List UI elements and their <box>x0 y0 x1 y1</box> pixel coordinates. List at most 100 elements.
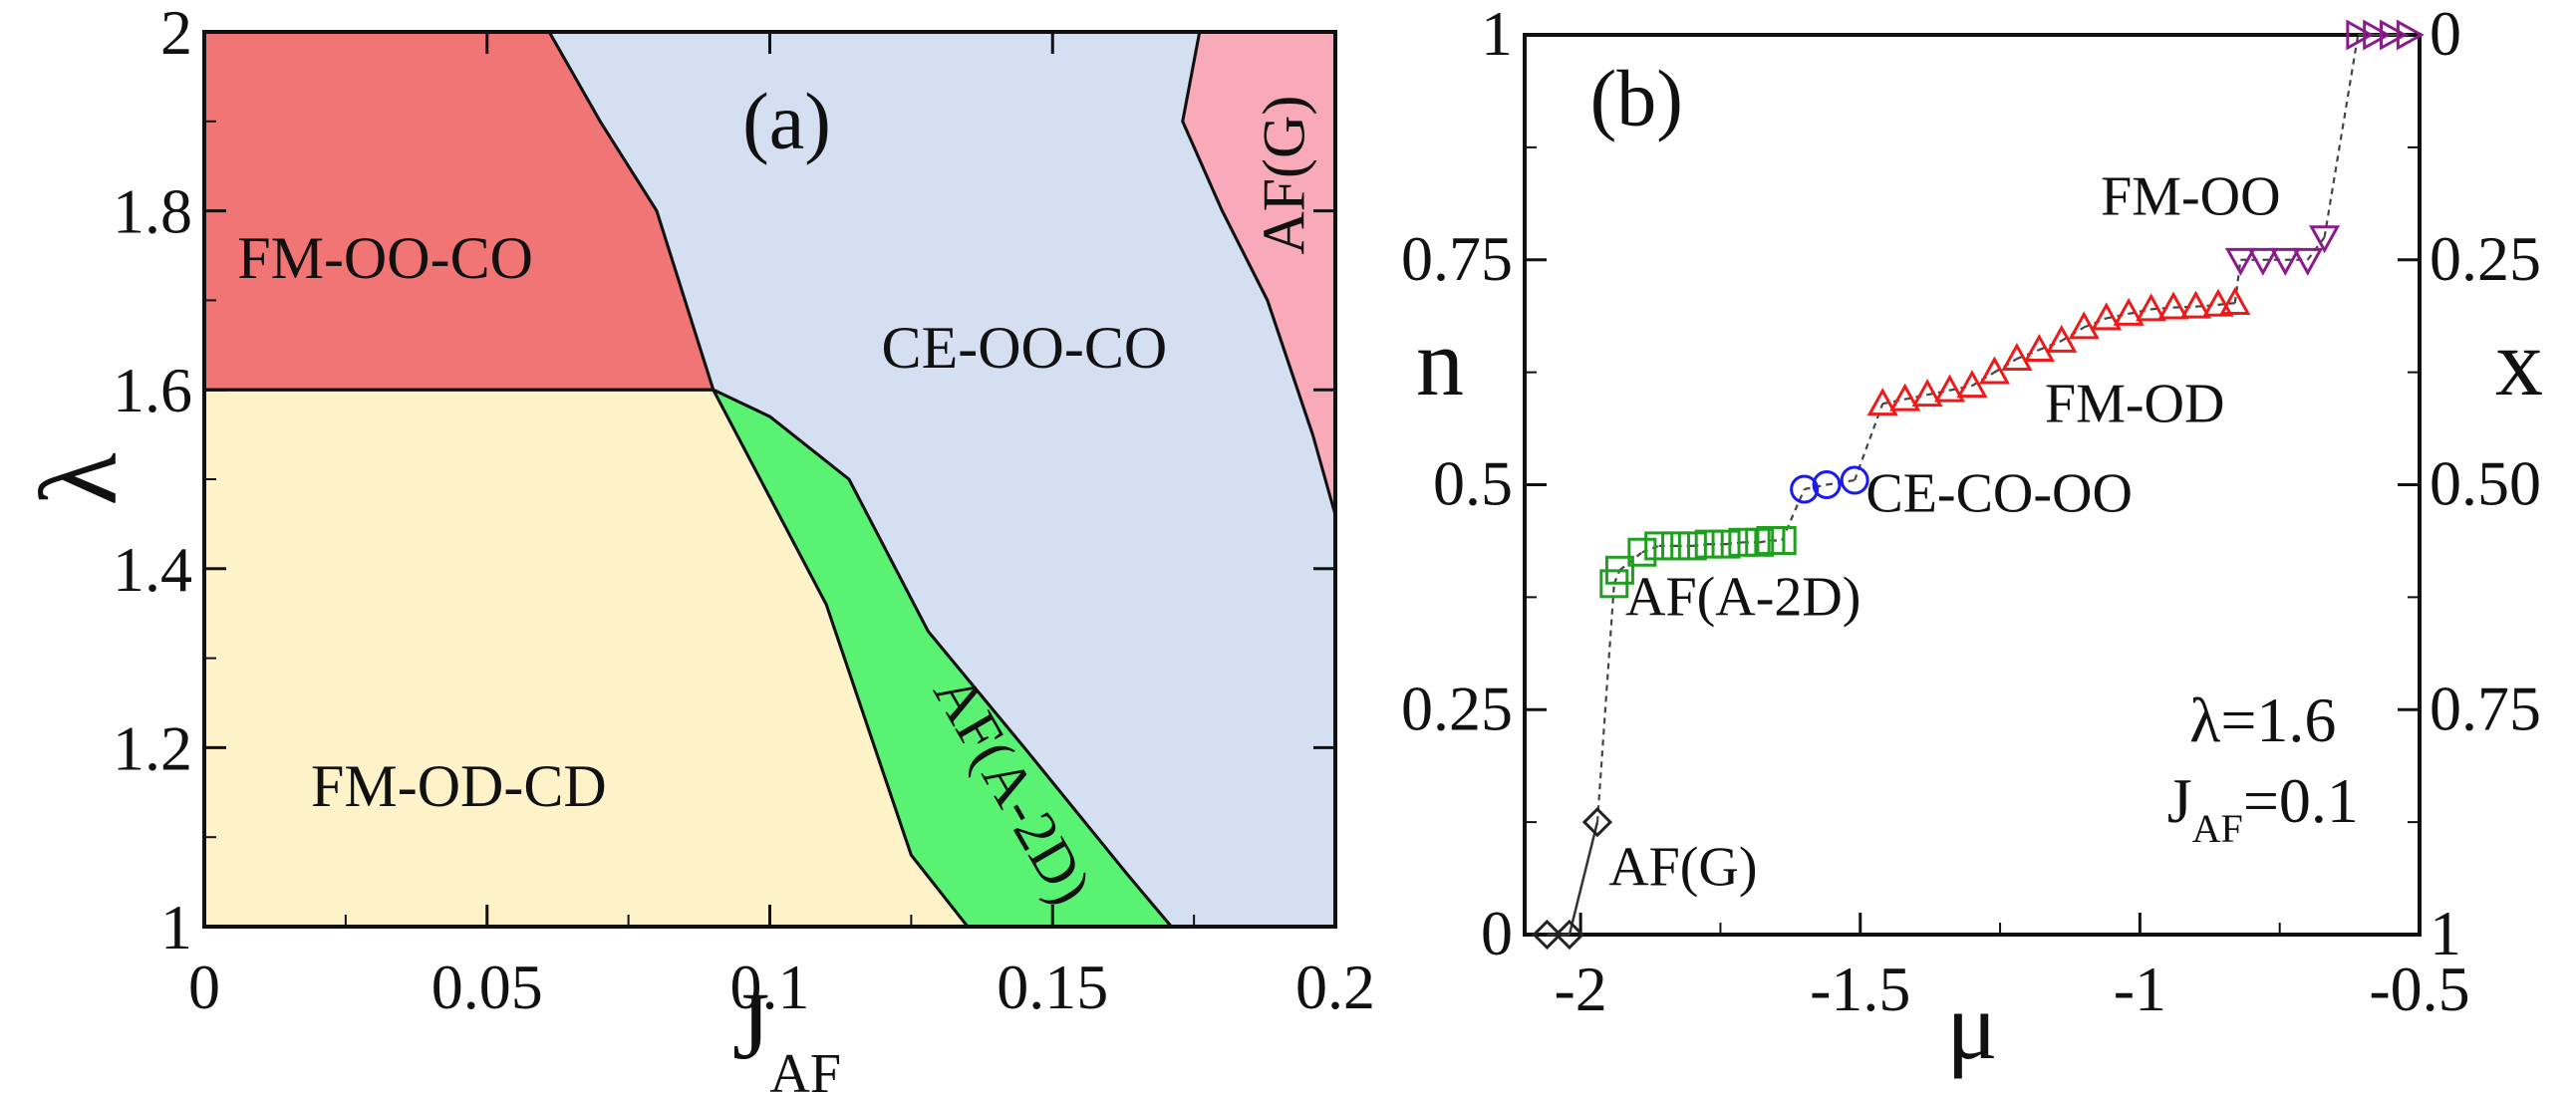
connector-line <box>2195 303 2219 308</box>
data-point-fm-od <box>1934 374 1966 403</box>
y-tick-label-b: 0.5 <box>1433 448 1513 519</box>
connector-line <box>2173 305 2196 309</box>
data-point-af-a-2d <box>1677 531 1707 561</box>
data-point-fm-od <box>1978 356 2010 385</box>
data-point-fm-od <box>2136 293 2167 322</box>
panel-label-b: (b) <box>1590 55 1683 142</box>
phase-regions <box>204 32 1335 927</box>
connector-line <box>2106 312 2130 320</box>
connector-line <box>1568 821 1599 936</box>
annotation-jaf: JAF=0.1 <box>2167 765 2359 851</box>
connector-line <box>1949 385 1973 392</box>
data-point-fm-od <box>2113 297 2145 326</box>
panel-b: -2 -1.5 -1 -0.5 0 1 0.25 0.75 0.5 0.50 0.75 0.25 1 0 (… <box>1401 0 2543 1079</box>
y-tick-label-a: 1.4 <box>113 534 192 605</box>
data-point-fm-oo <box>2269 247 2301 276</box>
y-axis-label-b: n <box>1416 309 1464 415</box>
data-point-fm-od <box>2202 288 2234 317</box>
series-label-fm-oo: FM-OO <box>2101 166 2280 228</box>
connector-line <box>2217 302 2235 306</box>
connector-line <box>1926 389 1950 397</box>
connector-line <box>2150 306 2174 311</box>
series-label-af-g: AF(G) <box>1608 836 1757 898</box>
x-axis-label-a: JAF <box>732 972 841 1093</box>
data-point-af-a-2d <box>1694 529 1724 559</box>
region-label-fm-od-cd: FM-OD-CD <box>311 753 607 819</box>
data-point-af-a-2d <box>1728 527 1758 557</box>
x-tick-label-a: 0.1 <box>730 952 810 1022</box>
data-point-ce-co-oo <box>1790 474 1820 504</box>
x-tick-label-a: 0.15 <box>997 952 1108 1022</box>
connector-line <box>1595 583 1615 823</box>
data-point-ce-co-oo <box>1812 470 1842 499</box>
data-point-fm-od <box>1911 379 1943 408</box>
data-point-af-a-2d <box>1745 527 1775 557</box>
series-label-af-a-2d: AF(A-2D) <box>1625 566 1860 628</box>
connector-line <box>1618 551 1643 572</box>
data-point-af-a-2d <box>1604 555 1634 585</box>
x-tick-label-b: -2 <box>1554 954 1606 1024</box>
data-point-fm-od <box>2068 311 2100 340</box>
y-axis-label-a: λ <box>17 452 139 505</box>
data-point-fm-od <box>2179 290 2212 319</box>
y2-tick-label-b: 0.25 <box>2430 223 2541 294</box>
data-point-af-a-2d <box>1627 537 1657 567</box>
data-point-fm-oo <box>2292 247 2324 276</box>
region-label-af-g: AF(G) <box>1251 96 1316 255</box>
data-point-fm-od <box>2157 291 2189 320</box>
x-axis-label-b: μ <box>1946 972 1997 1079</box>
region-label-fm-oo-co: FM-OO-CO <box>237 225 533 291</box>
x-tick-label-b: -1.5 <box>1810 954 1910 1024</box>
data-point-ce-co-oo <box>1840 465 1869 495</box>
region-af-a-2d <box>712 388 1173 927</box>
series-label-fm-od: FM-OD <box>2045 373 2224 434</box>
connector-line <box>2233 259 2242 304</box>
y2-tick-label-b: 0.75 <box>2430 673 2541 743</box>
data-point-fm-od <box>1889 383 1921 411</box>
y-tick-label-a: 2 <box>160 0 192 68</box>
connector-line <box>1781 488 1806 541</box>
data-point-fm-od <box>2091 302 2123 331</box>
x-tick-label-a: 0.05 <box>431 952 543 1022</box>
data-point-af-a-2d <box>1767 525 1797 555</box>
data-point-fm-oo <box>2309 225 2341 254</box>
data-point-fm-oo <box>2247 247 2279 276</box>
series-fm-oo <box>2224 19 2425 276</box>
y-tick-label-b: 1 <box>1481 0 1513 69</box>
connector-line <box>1881 398 1905 406</box>
annotation-lambda: λ=1.6 <box>2189 684 2336 755</box>
y2-tick-label-b: 0.50 <box>2430 448 2541 519</box>
y2-tick-label-b: 1 <box>2430 898 2461 968</box>
x-tick-label-b: -1 <box>2114 954 2166 1024</box>
series-af-a-2d <box>1599 525 1797 599</box>
data-point-fm-oo <box>2380 19 2409 51</box>
data-point-fm-oo <box>2224 247 2256 276</box>
y-tick-label-b: 0.75 <box>1401 223 1513 294</box>
data-point-fm-od <box>2001 342 2033 371</box>
data-point-fm-od <box>2046 324 2078 353</box>
data-point-af-a-2d <box>1661 531 1691 561</box>
series-label-ce-co-oo: CE-CO-OO <box>1865 463 2133 525</box>
data-point-af-g <box>1581 807 1613 838</box>
x-tick-label-b: -0.5 <box>2369 954 2469 1024</box>
series-ce-co-oo <box>1790 465 1869 504</box>
series-fm-od <box>1866 287 2251 416</box>
data-point-af-a-2d <box>1644 531 1674 561</box>
y2-tick-label-b: 0 <box>2430 0 2461 69</box>
connector-line <box>1904 394 1928 401</box>
connector-line <box>2128 308 2151 316</box>
connector-line <box>1804 483 1828 491</box>
y-tick-label-a: 1.6 <box>113 355 192 425</box>
data-point-fm-od <box>1866 388 1898 416</box>
data-point-fm-oo <box>2396 19 2425 51</box>
y-tick-label-b: 0.25 <box>1401 673 1513 743</box>
series-af-g <box>1532 807 1613 951</box>
region-label-ce-oo-co: CE-OO-CO <box>882 315 1168 381</box>
data-point-fm-oo <box>2363 19 2392 51</box>
x-tick-label-a: 0 <box>188 952 220 1022</box>
y-tick-label-a: 1.8 <box>113 176 192 247</box>
data-point-af-a-2d <box>1711 529 1741 559</box>
data-point-fm-od <box>2023 333 2055 362</box>
connector-line <box>2323 34 2360 238</box>
